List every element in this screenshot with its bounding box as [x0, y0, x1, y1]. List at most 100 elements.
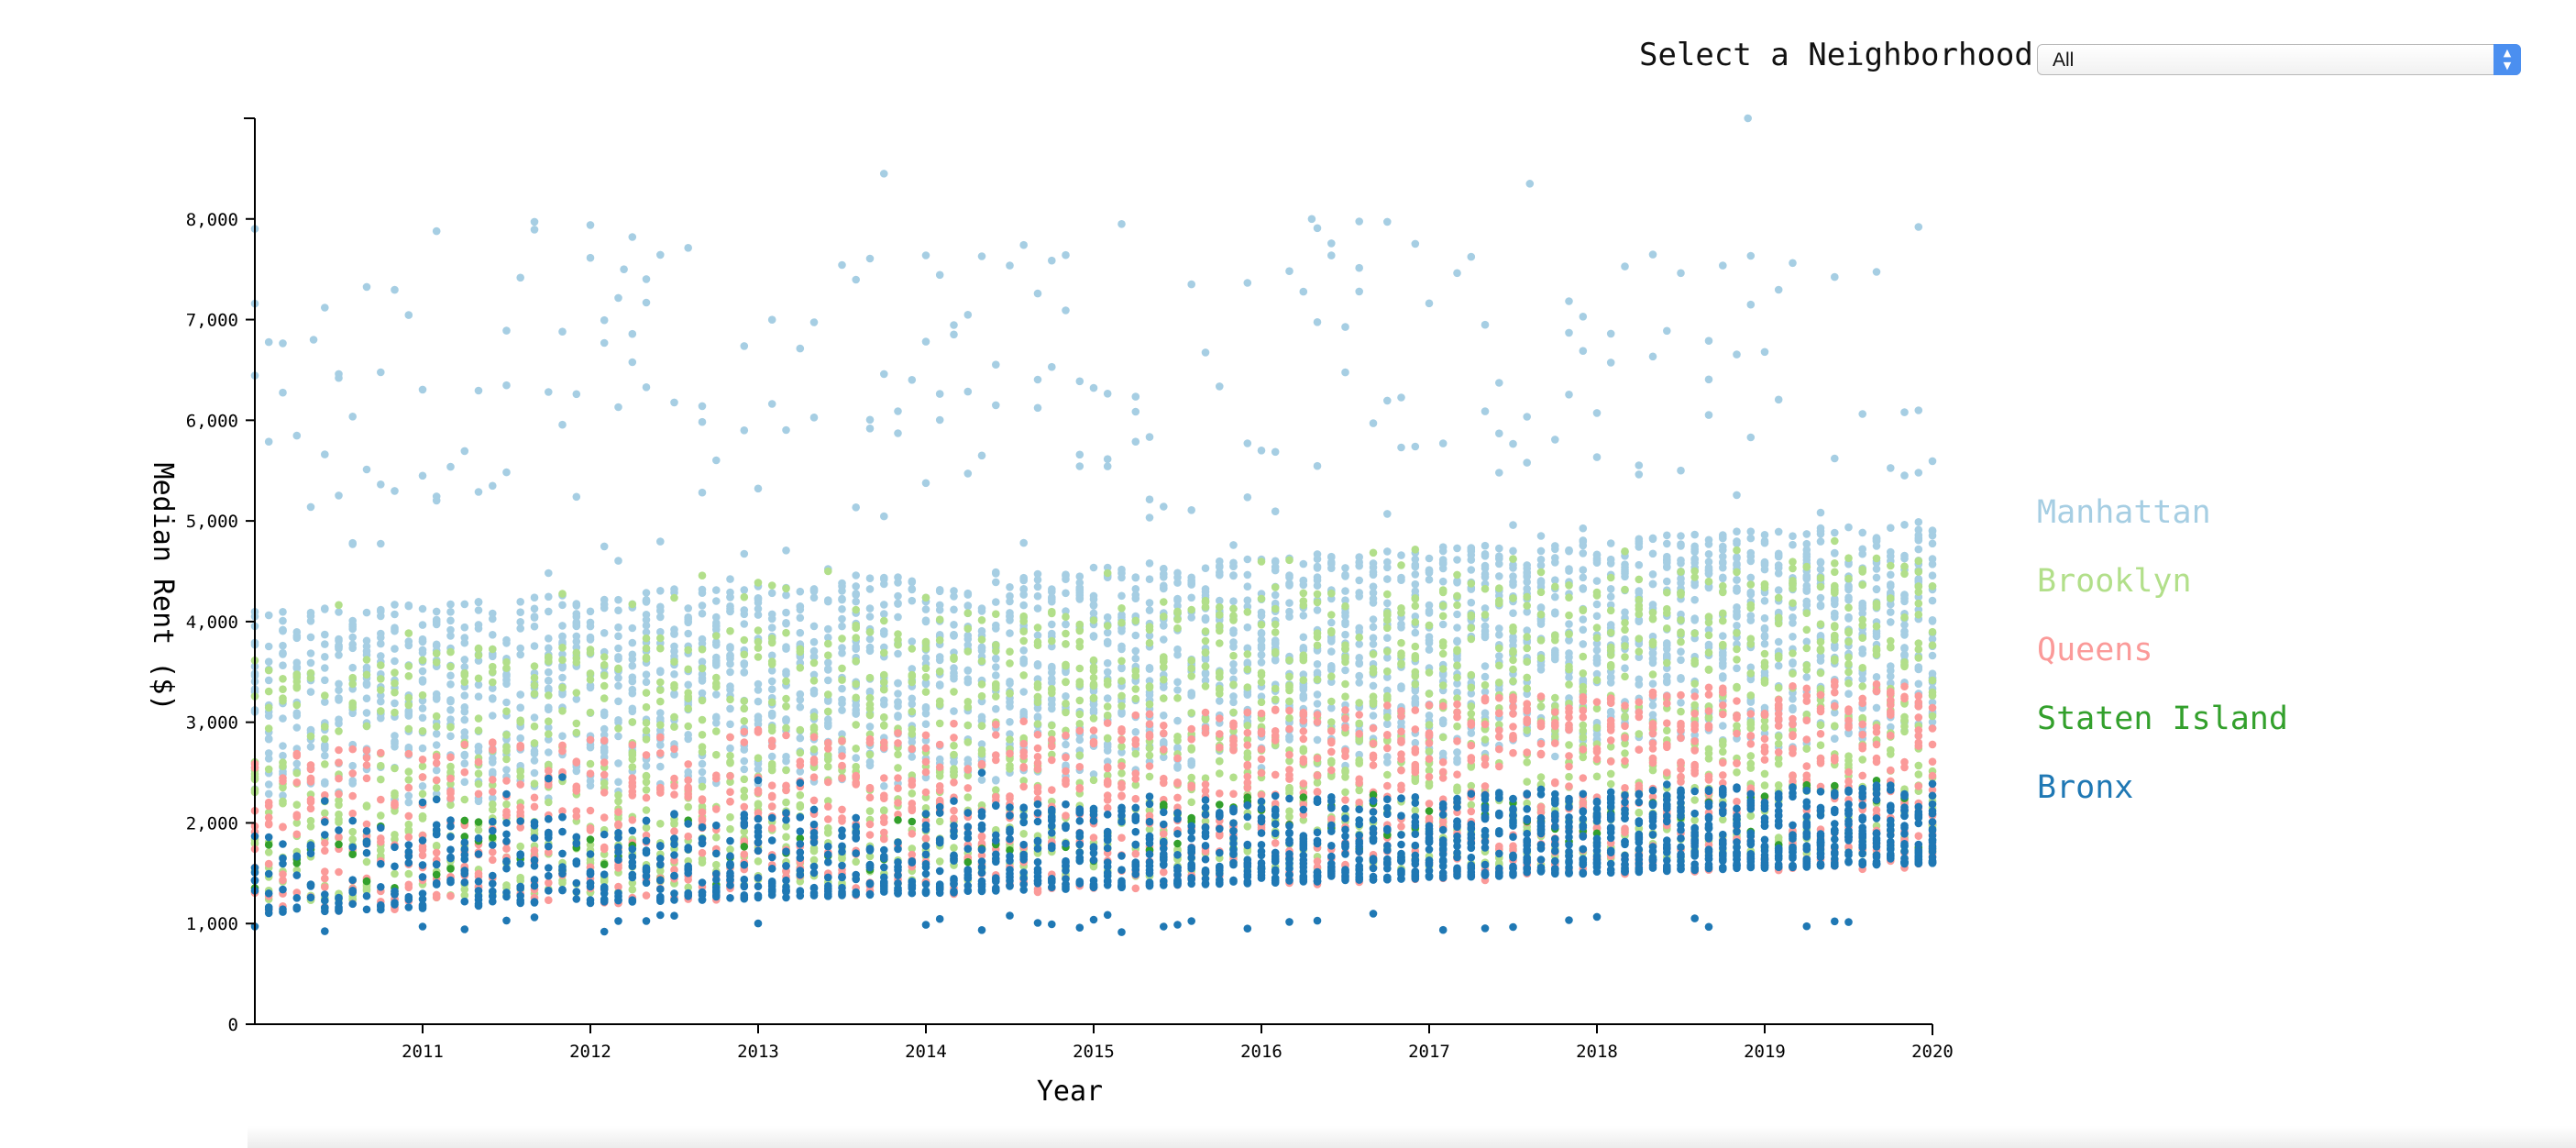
data-point — [1033, 720, 1042, 728]
data-point — [726, 644, 734, 653]
data-point — [1648, 570, 1657, 579]
data-point — [1816, 637, 1825, 646]
data-point — [1369, 668, 1378, 677]
data-point — [1887, 618, 1895, 626]
data-point — [1019, 591, 1028, 599]
data-point — [1592, 591, 1602, 600]
data-point — [767, 762, 776, 770]
data-point — [865, 425, 875, 433]
data-point — [1592, 723, 1602, 732]
data-point — [446, 706, 455, 714]
data-point — [656, 250, 665, 259]
data-point — [977, 604, 986, 613]
data-point — [1438, 559, 1448, 568]
data-point — [1592, 639, 1602, 648]
data-point — [306, 649, 315, 657]
data-point — [1831, 613, 1839, 622]
data-point — [1341, 587, 1349, 595]
data-point — [1551, 582, 1559, 591]
data-point — [516, 273, 524, 282]
data-point — [1733, 622, 1741, 630]
data-point — [1271, 591, 1280, 600]
data-point — [1145, 638, 1154, 647]
data-point — [824, 624, 832, 634]
data-point — [1285, 672, 1294, 681]
data-point — [1719, 531, 1727, 539]
data-point — [1621, 262, 1629, 270]
data-point — [1914, 469, 1923, 477]
data-point — [1928, 555, 1937, 563]
neighborhood-select[interactable]: All ▲ ▼ — [2037, 44, 2521, 75]
data-point — [432, 607, 441, 616]
data-point — [1928, 651, 1937, 660]
data-point — [865, 574, 875, 582]
data-point — [935, 719, 944, 728]
data-point — [642, 598, 651, 606]
data-point — [362, 709, 371, 717]
data-point — [1257, 594, 1266, 603]
data-point — [1677, 540, 1685, 548]
data-point — [1760, 662, 1769, 671]
data-point — [489, 767, 497, 777]
data-point — [726, 685, 734, 694]
data-point — [1760, 639, 1769, 648]
data-point — [656, 587, 665, 595]
data-point — [321, 640, 329, 648]
data-point — [1858, 528, 1866, 537]
data-point — [1746, 752, 1756, 760]
data-point — [712, 713, 721, 723]
data-point — [404, 767, 413, 776]
data-point — [1467, 613, 1476, 621]
data-point — [391, 657, 399, 666]
data-point — [726, 651, 734, 659]
data-point — [446, 462, 455, 471]
data-point — [614, 790, 622, 800]
data-point — [1928, 627, 1937, 636]
data-point — [474, 488, 483, 496]
data-point — [1048, 256, 1056, 265]
data-point — [1257, 658, 1266, 667]
data-point — [1173, 716, 1182, 725]
data-point — [1733, 568, 1741, 577]
data-point — [1089, 656, 1098, 665]
data-point — [1914, 568, 1923, 576]
data-point — [418, 704, 427, 712]
data-point — [1257, 650, 1266, 659]
data-point — [572, 648, 581, 657]
data-point — [809, 658, 819, 668]
data-point — [558, 327, 567, 337]
data-point — [404, 637, 413, 646]
data-point — [1536, 556, 1546, 564]
data-point — [1383, 634, 1392, 642]
data-point — [1271, 604, 1280, 613]
data-point — [977, 680, 986, 689]
data-point — [1467, 556, 1476, 564]
data-point — [1033, 679, 1042, 689]
data-point — [921, 709, 930, 718]
data-point — [767, 712, 776, 720]
neighborhood-select-value: All — [2053, 50, 2075, 71]
data-point — [1928, 539, 1937, 548]
data-point — [1592, 658, 1602, 668]
data-point — [489, 695, 497, 703]
data-point — [865, 635, 875, 644]
data-point — [642, 653, 651, 662]
data-point — [516, 703, 524, 712]
data-point — [754, 679, 763, 689]
data-point — [279, 388, 287, 397]
data-point — [1019, 688, 1028, 696]
data-point — [1565, 593, 1573, 602]
data-point — [1858, 580, 1866, 590]
data-point — [1635, 587, 1644, 595]
data-point — [404, 791, 413, 800]
data-point — [614, 718, 622, 727]
data-point — [1216, 668, 1224, 678]
data-point — [963, 721, 973, 730]
data-point — [321, 779, 329, 788]
data-point — [1606, 573, 1615, 582]
data-point — [1858, 756, 1866, 764]
data-point — [824, 762, 832, 771]
data-point — [1592, 577, 1602, 585]
data-point — [865, 604, 875, 613]
data-point — [377, 691, 385, 700]
